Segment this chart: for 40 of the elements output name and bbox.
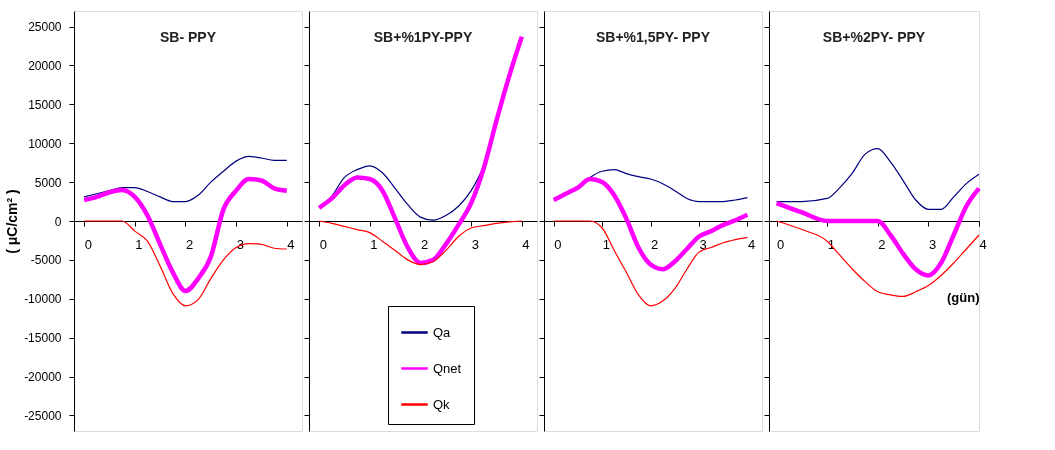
y-tick-label: 20000: [28, 58, 62, 73]
x-axis-title: (gün): [947, 289, 980, 305]
x-tick-label: 0: [84, 236, 92, 252]
x-tick-label: 4: [747, 236, 756, 252]
x-tick-label: 1: [602, 236, 610, 252]
x-tick-label: 1: [370, 236, 378, 252]
x-tick-label: 2: [185, 236, 194, 252]
y-tick-label: -10000: [24, 292, 62, 307]
text: SB+%2PY- PPY: [822, 29, 926, 45]
text: SB+%1PY-PPY: [373, 29, 473, 45]
x-tick-label: 3: [928, 236, 937, 252]
legend-label: Qnet: [433, 360, 462, 376]
x-tick-label: 2: [651, 236, 659, 252]
legend-label: Qk: [433, 396, 451, 412]
x-tick-label: 0: [319, 236, 327, 252]
y-tick-label: -25000: [24, 408, 62, 423]
x-tick-label: 3: [699, 236, 707, 252]
text: SB+%1,5PY- PPY: [595, 29, 711, 45]
y-tick-label: -5000: [30, 253, 62, 268]
x-tick-label: 3: [471, 236, 479, 252]
y-axis-title: ( μC/cm² ): [4, 189, 21, 254]
y-tick-label: 10000: [28, 136, 62, 151]
x-tick-label: 4: [979, 236, 987, 252]
line-series: [83, 220, 288, 307]
x-tick-label: 4: [287, 236, 295, 252]
y-tick-label: 0: [54, 214, 62, 229]
text: SB- PPY: [159, 29, 217, 45]
x-tick-label: 2: [420, 236, 429, 252]
x-tick-label: 2: [878, 236, 886, 252]
y-tick-label: 15000: [28, 97, 62, 112]
x-tick-label: 0: [777, 236, 785, 252]
legend-label: Qa: [433, 324, 452, 340]
x-tick-label: 4: [522, 236, 530, 252]
line-series: [83, 155, 288, 203]
y-tick-label: -20000: [24, 370, 62, 385]
y-tick-label: 5000: [34, 175, 62, 190]
y-tick-label: 25000: [28, 20, 62, 35]
y-tick-label: -15000: [24, 331, 62, 346]
x-tick-label: 0: [554, 236, 562, 252]
x-tick-label: 1: [135, 236, 143, 252]
